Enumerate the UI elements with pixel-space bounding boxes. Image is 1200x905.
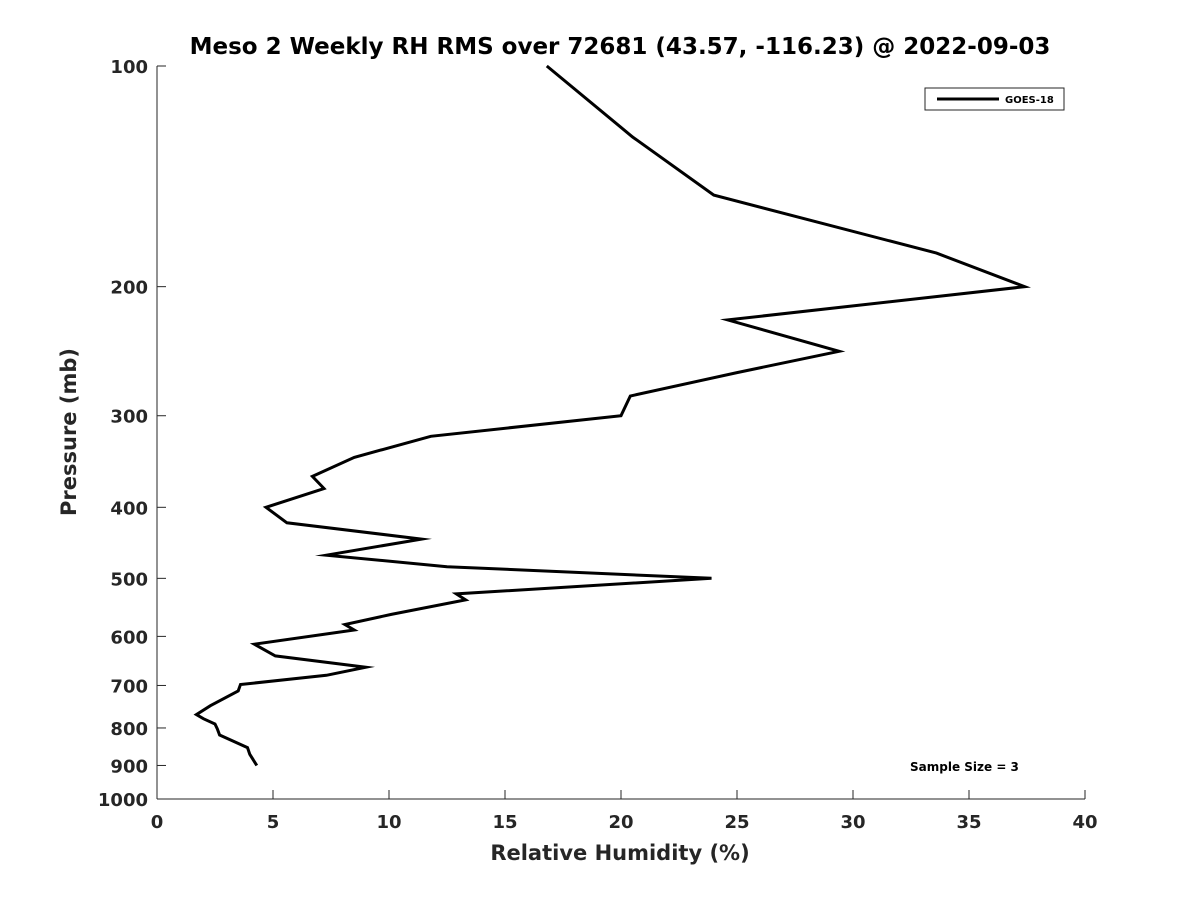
y-tick-label: 500: [110, 569, 148, 590]
chart-title: Meso 2 Weekly RH RMS over 72681 (43.57, …: [190, 34, 1051, 60]
series-line-goes-18: [193, 64, 1032, 767]
y-tick-label: 900: [110, 756, 148, 777]
y-tick-label: 700: [110, 676, 148, 697]
legend: GOES-18: [924, 87, 1065, 111]
axes: [156, 66, 1085, 800]
y-axis-label: Pressure (mb): [57, 348, 81, 516]
sample-size-annotation: Sample Size = 3: [910, 760, 1019, 774]
x-tick-label: 30: [840, 812, 865, 833]
y-tick-label: 400: [110, 498, 148, 519]
y-tick-label: 800: [110, 719, 148, 740]
x-tick-label: 0: [151, 812, 164, 833]
y-tick-label: 200: [110, 278, 148, 299]
x-axis-ticks: 0 5 10 15 20 25 30 35 40: [151, 790, 1098, 833]
x-tick-label: 35: [956, 812, 981, 833]
legend-label-goes-18: GOES-18: [1005, 95, 1054, 106]
x-tick-label: 10: [376, 812, 401, 833]
y-axis-ticks: 100 200 300 400 500 600 700 800 900 1000: [98, 57, 166, 811]
x-tick-label: 15: [492, 812, 517, 833]
x-axis-label: Relative Humidity (%): [490, 841, 749, 865]
x-tick-label: 20: [608, 812, 633, 833]
series-lines: [193, 64, 1032, 767]
y-tick-label: 600: [110, 627, 148, 648]
y-tick-label: 300: [110, 407, 148, 428]
x-tick-label: 5: [267, 812, 280, 833]
x-tick-label: 40: [1072, 812, 1097, 833]
y-tick-label: 1000: [98, 790, 148, 811]
y-tick-label: 100: [110, 57, 148, 78]
x-tick-label: 25: [724, 812, 749, 833]
